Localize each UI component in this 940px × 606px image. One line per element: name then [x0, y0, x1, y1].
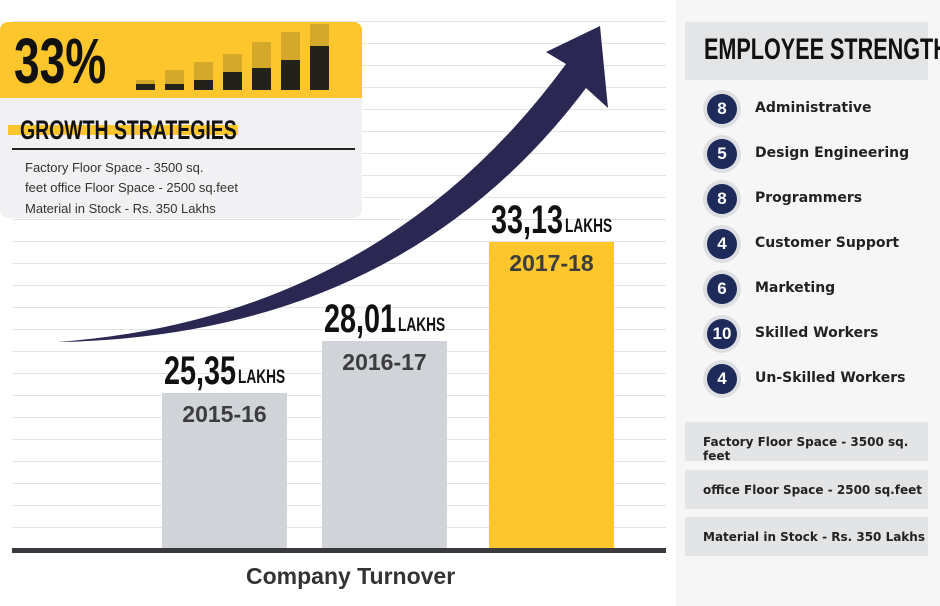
title-highlight — [8, 125, 238, 135]
bar-2015-16 — [162, 393, 287, 549]
employee-header: EMPLOYEE STRENGTH — [685, 22, 940, 80]
employee-item: 8 Programmers — [703, 180, 923, 218]
bar-category-label: 2016-17 — [342, 349, 427, 376]
employee-title: EMPLOYEE STRENGTH — [704, 33, 940, 66]
employee-role: Customer Support — [755, 235, 900, 251]
bar-category-label: 2017-18 — [509, 250, 594, 277]
employee-role: Administrative — [755, 100, 872, 116]
value-number: 28,01 — [324, 297, 397, 342]
employee-count: 4 — [707, 229, 737, 259]
count-badge: 5 — [703, 135, 741, 173]
info-box: office Floor Space - 2500 sq.feet — [685, 470, 928, 509]
mini-bar — [281, 60, 300, 90]
employee-role: Skilled Workers — [755, 325, 879, 341]
bar-2017-18 — [489, 242, 614, 549]
arrow-icon — [58, 26, 608, 342]
count-badge: 4 — [703, 225, 741, 263]
employee-item: 4 Customer Support — [703, 225, 923, 263]
employee-count: 8 — [707, 184, 737, 214]
chart-baseline — [12, 548, 666, 553]
value-number: 33,13 — [491, 198, 564, 243]
count-badge: 8 — [703, 90, 741, 128]
employee-count: 4 — [707, 364, 737, 394]
count-badge: 6 — [703, 270, 741, 308]
count-badge: 8 — [703, 180, 741, 218]
employee-count: 8 — [707, 94, 737, 124]
chart-title: Company Turnover — [246, 563, 456, 589]
employee-item: 4 Un-Skilled Workers — [703, 360, 923, 398]
growth-strategies-panel: 33% GROWTH STRATEGIES Factory Floor Spac… — [0, 22, 362, 218]
mini-bar — [194, 80, 213, 90]
mini-bar — [136, 84, 155, 90]
growth-line: feet office Floor Space - 2500 sq.feet — [25, 180, 238, 195]
employee-role: Un-Skilled Workers — [755, 370, 906, 386]
info-box: Factory Floor Space - 3500 sq. feet — [685, 422, 928, 463]
mini-bar — [165, 84, 184, 90]
count-badge: 10 — [703, 315, 741, 353]
count-badge: 4 — [703, 360, 741, 398]
employee-item: 5 Design Engineering — [703, 135, 923, 173]
growth-title: GROWTH STRATEGIES — [20, 115, 237, 145]
employee-item: 6 Marketing — [703, 270, 923, 308]
growth-line: Factory Floor Space - 3500 sq. — [25, 160, 204, 175]
divider — [12, 148, 355, 150]
employee-count: 6 — [707, 274, 737, 304]
value-number: 25,35 — [164, 349, 237, 393]
bar-category-label: 2015-16 — [182, 401, 267, 427]
employee-role: Design Engineering — [755, 145, 910, 161]
bar-2016-17 — [322, 341, 447, 549]
employee-count: 5 — [707, 139, 737, 169]
value-unit: LAKHS — [238, 367, 286, 388]
employee-item: 10 Skilled Workers — [703, 315, 923, 353]
mini-bar — [310, 46, 329, 90]
info-box: Material in Stock - Rs. 350 Lakhs — [685, 517, 928, 556]
growth-line: Material in Stock - Rs. 350 Lakhs — [25, 201, 216, 216]
value-unit: LAKHS — [565, 216, 613, 238]
employee-count: 10 — [707, 319, 737, 349]
employee-role: Programmers — [755, 190, 863, 206]
employee-item: 8 Administrative — [703, 90, 923, 128]
growth-arrow — [58, 26, 608, 342]
employee-panel: EMPLOYEE STRENGTH 8 Administrative 5 Design… — [676, 0, 940, 606]
growth-percent: 33% — [14, 25, 107, 97]
employee-role: Marketing — [755, 280, 836, 296]
mini-bar — [223, 72, 242, 90]
mini-bar — [252, 68, 271, 90]
value-unit: LAKHS — [398, 315, 446, 337]
